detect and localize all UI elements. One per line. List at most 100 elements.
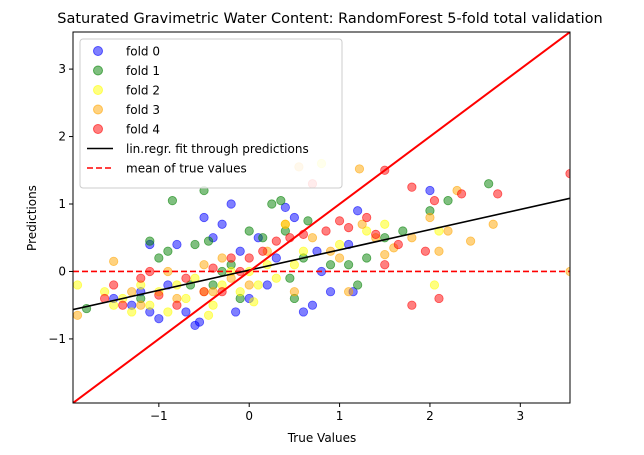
data-point bbox=[298, 246, 309, 256]
data-point bbox=[145, 236, 155, 246]
data-point bbox=[443, 196, 453, 206]
data-point bbox=[118, 300, 128, 310]
data-point bbox=[181, 293, 191, 304]
data-point bbox=[285, 273, 295, 283]
legend-label: fold 0 bbox=[126, 45, 160, 59]
data-point bbox=[109, 280, 119, 290]
data-point bbox=[353, 280, 363, 290]
plot-frame bbox=[72, 31, 571, 404]
data-point bbox=[145, 300, 155, 310]
data-point bbox=[289, 260, 299, 270]
data-point bbox=[289, 287, 299, 297]
y-tick-label: −1 bbox=[48, 332, 66, 346]
data-point bbox=[344, 287, 354, 297]
data-point bbox=[371, 229, 381, 239]
x-tick-label: −1 bbox=[150, 409, 168, 423]
data-point bbox=[203, 236, 214, 246]
data-point bbox=[380, 250, 390, 260]
y-axis-label: Predictions bbox=[25, 185, 39, 251]
data-point bbox=[136, 300, 146, 310]
data-point bbox=[488, 219, 498, 229]
legend: fold 0 fold 1 fold 2 fold 3 fold 4 lin.regr. … bbox=[79, 38, 343, 189]
data-point bbox=[334, 253, 345, 263]
legend-label: lin.regr. fit through predictions bbox=[126, 142, 309, 156]
data-point bbox=[334, 216, 345, 226]
data-point bbox=[443, 226, 453, 236]
y-tick-label: 2 bbox=[58, 130, 66, 144]
data-point bbox=[362, 212, 372, 223]
data-point bbox=[226, 253, 236, 263]
plot-clip-group bbox=[73, 32, 570, 403]
data-point bbox=[127, 307, 137, 317]
data-point bbox=[393, 239, 403, 250]
data-point bbox=[429, 196, 440, 206]
data-point bbox=[325, 287, 336, 297]
data-point bbox=[127, 287, 137, 297]
data-point bbox=[362, 253, 372, 263]
legend-marker bbox=[93, 85, 103, 95]
data-point bbox=[493, 189, 503, 199]
x-axis: −1 0 1 2 3 bbox=[150, 403, 524, 423]
data-point bbox=[429, 280, 440, 290]
data-point bbox=[271, 253, 281, 263]
data-point bbox=[307, 233, 318, 243]
data-point bbox=[109, 300, 119, 310]
data-point bbox=[407, 300, 417, 310]
data-point bbox=[154, 290, 164, 300]
data-point bbox=[172, 300, 182, 310]
data-point bbox=[280, 219, 290, 229]
x-tick-label: 0 bbox=[245, 409, 253, 423]
data-point bbox=[434, 293, 444, 304]
data-point bbox=[199, 287, 209, 297]
data-point bbox=[357, 219, 367, 229]
data-point bbox=[163, 307, 173, 317]
data-point bbox=[253, 280, 263, 290]
data-point bbox=[380, 260, 390, 270]
x-axis-label: True Values bbox=[287, 431, 357, 445]
data-point bbox=[289, 212, 299, 223]
data-point bbox=[465, 236, 476, 246]
data-point bbox=[354, 164, 365, 174]
data-point bbox=[199, 260, 209, 270]
data-point bbox=[208, 287, 218, 297]
data-point bbox=[109, 256, 119, 266]
data-point bbox=[398, 226, 408, 236]
data-point bbox=[231, 307, 241, 317]
data-point bbox=[325, 260, 336, 270]
data-point bbox=[235, 287, 245, 297]
legend-box bbox=[79, 38, 343, 189]
legend-marker bbox=[93, 104, 103, 115]
data-point bbox=[217, 253, 227, 263]
data-point bbox=[380, 219, 390, 229]
data-point bbox=[199, 212, 209, 223]
data-point bbox=[208, 300, 218, 310]
data-point bbox=[303, 216, 313, 226]
legend-label: mean of true values bbox=[126, 162, 247, 176]
data-point bbox=[456, 189, 467, 199]
data-point bbox=[353, 206, 363, 216]
data-point bbox=[154, 314, 164, 324]
data-point bbox=[244, 226, 254, 236]
data-point bbox=[298, 307, 309, 317]
data-point bbox=[194, 317, 205, 327]
plot-area bbox=[72, 31, 571, 404]
data-point bbox=[280, 202, 290, 212]
series-fold-0 bbox=[109, 185, 435, 331]
y-tick-label: 3 bbox=[58, 62, 66, 76]
fit-line bbox=[73, 197, 570, 311]
series-fold-1 bbox=[81, 179, 494, 314]
x-tick-label: 3 bbox=[516, 409, 524, 423]
data-point bbox=[73, 280, 83, 290]
data-point bbox=[154, 253, 164, 263]
legend-label: fold 2 bbox=[126, 84, 160, 98]
y-tick-label: 0 bbox=[58, 264, 66, 278]
legend-marker bbox=[93, 65, 103, 76]
data-point bbox=[190, 239, 200, 250]
data-point bbox=[244, 253, 254, 263]
data-point bbox=[344, 223, 354, 233]
data-point bbox=[321, 226, 331, 236]
data-point bbox=[136, 273, 146, 283]
data-point bbox=[249, 297, 259, 307]
data-point bbox=[434, 246, 444, 256]
